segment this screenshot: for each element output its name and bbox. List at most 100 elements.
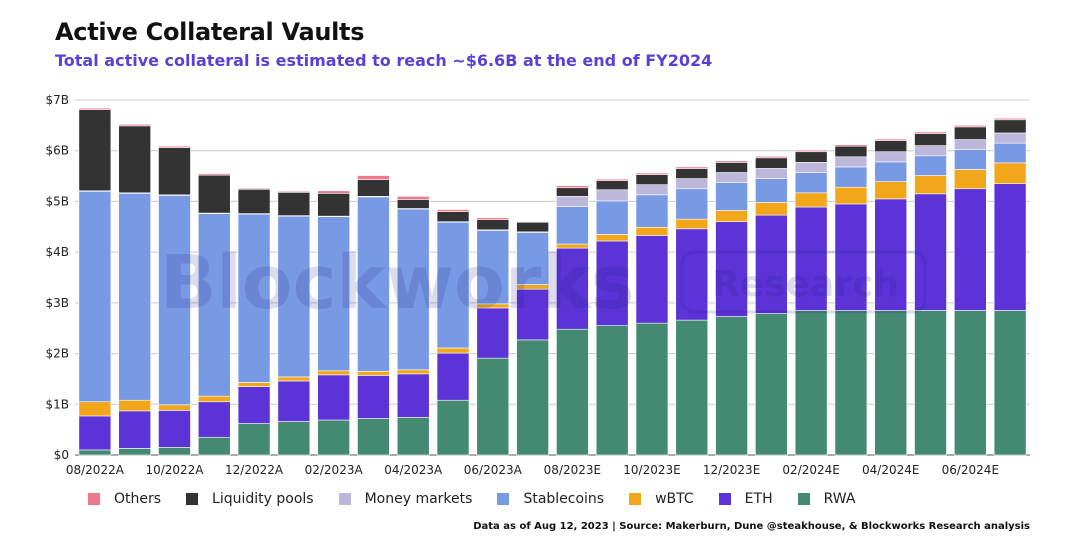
bar-segment-wbtc <box>993 162 1027 184</box>
bar-segment-rwa <box>516 339 549 456</box>
x-tick-label: 12/2022A <box>225 463 284 477</box>
bar-segment-money-markets <box>874 151 908 163</box>
bar-segment-rwa <box>954 310 987 456</box>
bar-segment-wbtc <box>357 371 390 376</box>
bar-segment-rwa <box>237 423 271 456</box>
bar-segment-wbtc <box>635 226 669 236</box>
x-tick-label: 06/2024E <box>942 463 999 477</box>
legend-swatch <box>186 493 199 505</box>
x-tick-label: 08/2022A <box>66 463 125 477</box>
bar-segment-rwa <box>993 310 1027 456</box>
bar-segment-others <box>396 196 430 200</box>
bar-segment-liquidity-pools <box>834 145 868 158</box>
bar-segment-wbtc <box>834 186 868 205</box>
bar-segment-wbtc <box>755 202 788 216</box>
bar-segment-stablecoins <box>834 166 868 188</box>
legend-item: Money markets <box>338 491 473 507</box>
bar-segment-eth <box>436 352 470 401</box>
y-tick-label: $1B <box>45 397 69 411</box>
bar-segment-stablecoins <box>874 161 908 182</box>
bar-segment-liquidity-pools <box>317 193 350 217</box>
bar-segment-rwa <box>874 310 908 456</box>
bar-segment-stablecoins <box>993 142 1027 164</box>
watermark-tag: Research <box>712 264 899 305</box>
bar-segment-liquidity-pools <box>118 125 151 194</box>
watermark-frame <box>680 250 927 314</box>
legend-label: wBTC <box>655 491 694 507</box>
bar-segment-eth <box>794 206 828 311</box>
bar-segment-liquidity-pools <box>78 109 112 192</box>
bar-segment-stablecoins <box>436 221 470 349</box>
bar-segment-others <box>118 124 151 127</box>
bar-segment-eth <box>476 307 510 359</box>
bar-segment-money-markets <box>556 196 589 207</box>
y-tick-label: $5B <box>45 194 69 208</box>
bar-segment-rwa <box>118 448 151 456</box>
bar-segment-wbtc <box>396 369 430 375</box>
legend-item: ETH <box>718 491 773 507</box>
bar-segment-others <box>476 217 510 220</box>
bar-segment-eth <box>755 214 788 314</box>
bar-segment-stablecoins <box>556 206 589 245</box>
bar-segment-stablecoins <box>357 196 390 372</box>
bar-segment-stablecoins <box>954 149 987 170</box>
legend-label: Money markets <box>364 491 473 507</box>
bar-segment-wbtc <box>675 218 709 230</box>
bar-segment-stablecoins <box>158 195 191 406</box>
bar-segment-eth <box>834 203 868 311</box>
bar-segment-eth <box>914 193 947 311</box>
bar-segment-others <box>317 190 350 194</box>
legend-label: ETH <box>744 491 773 507</box>
bar-segment-stablecoins <box>317 216 350 372</box>
bar-segment-rwa <box>715 316 748 456</box>
bar-segment-rwa <box>317 419 350 456</box>
bar-segment-stablecoins <box>635 194 669 228</box>
bar-segment-eth <box>118 410 151 449</box>
bar-segment-stablecoins <box>675 188 709 220</box>
bar-segment-liquidity-pools <box>237 188 271 214</box>
bar-segment-eth <box>277 380 311 422</box>
bar-segment-liquidity-pools <box>755 157 788 169</box>
bar-segment-others <box>635 172 669 175</box>
bar-segment-wbtc <box>436 347 470 354</box>
bar-segment-money-markets <box>954 139 987 151</box>
x-tick-label: 02/2024E <box>782 463 839 477</box>
bar-segment-liquidity-pools <box>436 211 470 223</box>
bar-segment-money-markets <box>914 145 947 157</box>
bar-segment-eth <box>158 410 191 448</box>
bar-segment-rwa <box>595 325 629 456</box>
watermark: Blockworks Research <box>160 240 927 326</box>
x-tick-label: 02/2023A <box>305 463 364 477</box>
bar-segment-stablecoins <box>755 178 788 203</box>
bar-segment-eth <box>675 228 709 321</box>
bar-segment-liquidity-pools <box>357 179 390 197</box>
bar-segment-liquidity-pools <box>197 174 231 214</box>
bar-segment-wbtc <box>237 382 271 387</box>
bar-segment-rwa <box>158 447 191 456</box>
bar-segment-liquidity-pools <box>993 119 1027 134</box>
legend-label: Stablecoins <box>523 491 605 507</box>
bar-segment-others <box>158 145 191 148</box>
legend-swatch <box>797 493 810 505</box>
y-tick-label: $4B <box>45 245 69 259</box>
bar-segment-eth <box>635 235 669 324</box>
bar-segment-others <box>834 144 868 147</box>
bar-segment-eth <box>237 386 271 424</box>
bar-segment-rwa <box>396 417 430 456</box>
bar-segment-others <box>277 190 311 193</box>
bar-segment-stablecoins <box>476 230 510 305</box>
bar-segment-eth <box>993 183 1027 311</box>
bar-segment-money-markets <box>635 184 669 196</box>
bar-segment-others <box>237 187 271 190</box>
legend-swatch <box>718 493 731 505</box>
bar-segment-rwa <box>794 310 828 456</box>
bar-segment-stablecoins <box>237 213 271 383</box>
bar-segment-wbtc <box>715 210 748 223</box>
bar-segment-wbtc <box>954 169 987 190</box>
legend-swatch <box>88 493 100 505</box>
bar-segment-others <box>675 166 709 169</box>
x-tick-label: 04/2024E <box>862 463 919 477</box>
y-tick-label: $3B <box>45 296 69 310</box>
chart-legend: Others Liquidity pools Money markets Stable… <box>88 491 880 507</box>
